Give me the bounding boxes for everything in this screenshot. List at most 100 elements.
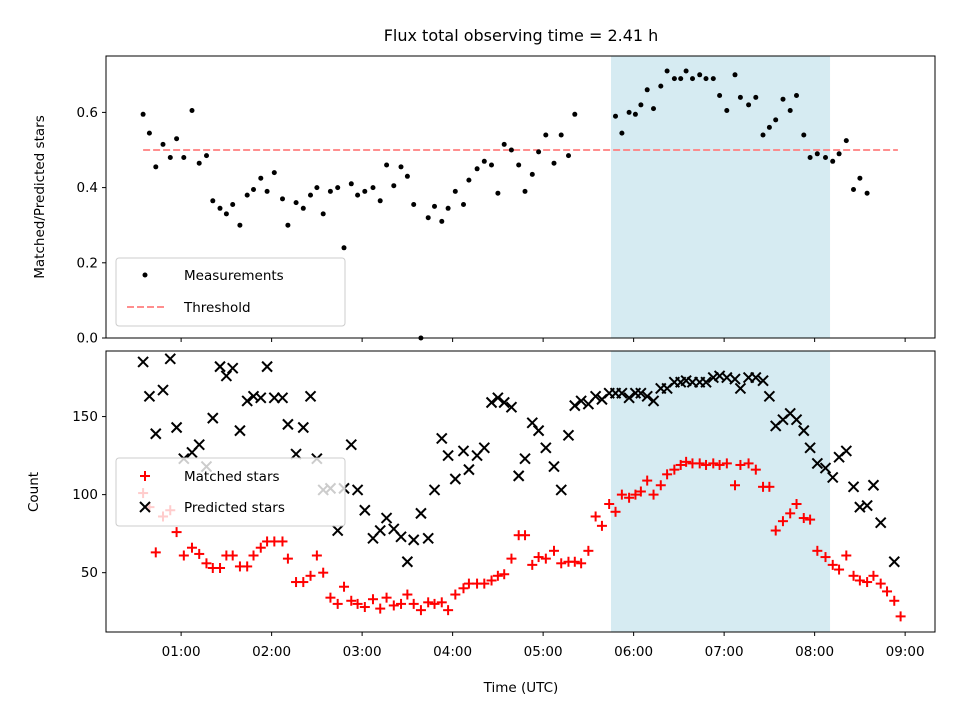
predicted-star-point	[548, 460, 560, 473]
predicted-star-point	[811, 457, 824, 470]
predicted-star-point	[164, 353, 176, 365]
measurement-point	[664, 68, 670, 74]
matched-star-point	[527, 559, 538, 570]
predicted-star-point	[526, 417, 538, 429]
measurement-point	[223, 211, 229, 217]
bottom-axes-frame	[105, 350, 936, 633]
predicted-star-point	[226, 362, 239, 374]
matched-star-point	[812, 545, 823, 556]
matched-star-point	[889, 595, 900, 606]
predicted-star-point	[540, 442, 552, 454]
predicted-star-point	[268, 392, 281, 404]
measurement-point	[181, 155, 187, 160]
predicted-star-point	[137, 356, 149, 368]
matched-star-point	[583, 545, 594, 556]
measurement-point	[320, 211, 326, 217]
predicted-star-point	[729, 373, 741, 385]
measurement-point	[644, 87, 650, 93]
matched-star-point	[352, 598, 363, 609]
matched-star-point	[820, 552, 831, 563]
measurement-point	[732, 72, 738, 78]
predicted-star-point	[170, 421, 183, 434]
matched-star-point	[194, 548, 205, 559]
measurement-point	[717, 93, 723, 98]
measurement-point	[690, 76, 695, 82]
measurement-point	[651, 106, 656, 112]
measurement-point	[801, 132, 807, 138]
matched-star-point	[548, 545, 559, 556]
bottom-y-tick-label: 50	[81, 565, 98, 581]
predicted-star-point	[498, 396, 510, 409]
matched-star-point	[895, 611, 906, 622]
measurement-point	[857, 175, 863, 181]
measurement-point	[697, 72, 703, 78]
measurement-point	[474, 166, 480, 172]
legend-predicted-label: Predicted stars	[184, 500, 285, 516]
predicted-star-point	[220, 370, 233, 382]
measurement-point	[572, 111, 578, 117]
matched-star-point	[616, 489, 627, 500]
matched-star-point	[325, 592, 336, 603]
measurement-point	[787, 108, 793, 113]
measurement-point	[836, 151, 842, 157]
measurement-point	[153, 164, 159, 170]
matched-star-point	[708, 458, 719, 469]
matched-star-point	[701, 459, 712, 470]
matched-star-point	[332, 598, 343, 609]
measurement-point	[452, 188, 458, 194]
matched-star-point	[655, 480, 666, 491]
matched-star-point	[882, 586, 893, 597]
matched-star-point	[777, 516, 788, 527]
matched-star-point	[590, 511, 601, 522]
x-tick-label: 09:00	[886, 644, 925, 660]
measurement-point	[638, 102, 644, 108]
matched-star-point	[714, 459, 725, 470]
matched-star-point	[721, 458, 732, 469]
top-y-axis-ticks: 0.0 0.2 0.4 0.6	[77, 105, 106, 347]
legend-threshold-label: Threshold	[183, 300, 251, 316]
measurement-point	[551, 160, 557, 166]
predicted-star-point	[867, 479, 880, 491]
measurement-point	[237, 222, 243, 228]
matched-star-point	[635, 486, 646, 497]
matched-star-point	[841, 550, 852, 561]
matched-star-point	[248, 550, 259, 561]
x-tick-label: 02:00	[252, 644, 291, 660]
legend-matched-marker	[140, 471, 150, 481]
predicted-star-point	[297, 421, 310, 434]
chart-title: Flux total observing time = 2.41 h	[384, 26, 659, 45]
matched-star-point	[215, 562, 226, 573]
matched-star-point	[540, 553, 551, 564]
predicted-star-point	[569, 399, 581, 412]
bottom-y-axis-label: Count	[26, 472, 42, 512]
measurement-point	[710, 76, 716, 82]
measurement-point	[566, 153, 571, 159]
predicted-star-point	[193, 438, 205, 451]
measurement-point	[746, 102, 752, 108]
legend-matched-label: Matched stars	[184, 469, 280, 485]
matched-star-point	[171, 527, 182, 538]
measurement-point	[230, 202, 236, 207]
matched-star-point	[423, 597, 434, 608]
measurement-point	[753, 94, 759, 100]
measurement-point	[210, 198, 216, 204]
measurement-point	[140, 111, 146, 117]
matched-star-point	[381, 592, 392, 603]
measurement-point	[632, 111, 638, 117]
predicted-star-point	[436, 432, 448, 445]
measurement-point	[264, 188, 270, 194]
bottom-legend: Matched stars Predicted stars	[115, 457, 346, 527]
matched-star-point	[346, 595, 357, 606]
bottom-legend-box	[115, 457, 346, 527]
predicted-star-point	[428, 484, 441, 496]
top-y-tick-label: 0.6	[77, 105, 98, 121]
matched-star-point	[242, 561, 253, 572]
predicted-star-point	[408, 534, 420, 546]
predicted-star-point	[380, 512, 393, 524]
top-measurement-points	[140, 68, 870, 341]
matched-star-point	[402, 589, 413, 600]
matched-star-point	[479, 578, 490, 589]
matched-star-point	[367, 594, 378, 605]
predicted-star-point	[616, 387, 628, 399]
